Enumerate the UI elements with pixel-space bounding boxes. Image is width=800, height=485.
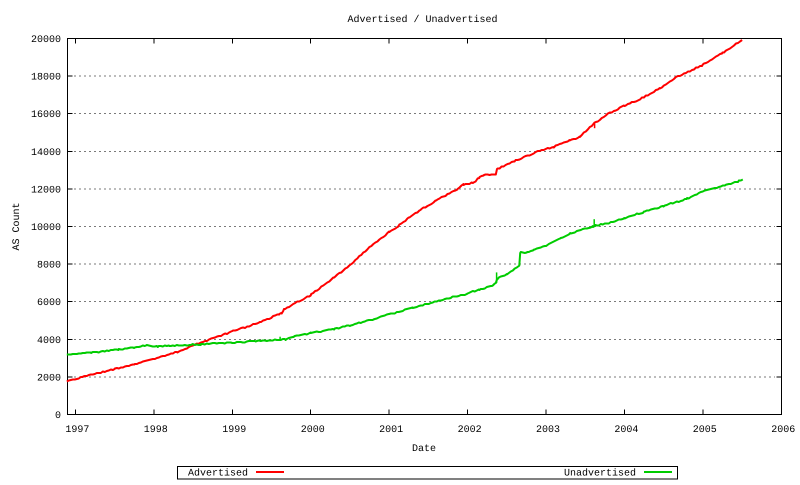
svg-text:1998: 1998 (144, 425, 168, 436)
svg-text:2001: 2001 (379, 425, 403, 436)
svg-text:4000: 4000 (37, 336, 61, 347)
svg-text:10000: 10000 (31, 223, 61, 234)
svg-text:16000: 16000 (31, 110, 61, 121)
svg-text:1999: 1999 (222, 425, 246, 436)
svg-text:2000: 2000 (301, 425, 325, 436)
svg-text:2000: 2000 (37, 373, 61, 384)
svg-text:2004: 2004 (614, 425, 638, 436)
svg-text:Advertised: Advertised (188, 468, 248, 480)
svg-text:18000: 18000 (31, 73, 61, 84)
svg-text:0: 0 (55, 411, 61, 422)
svg-text:20000: 20000 (31, 35, 61, 46)
svg-text:1997: 1997 (65, 425, 89, 436)
svg-text:12000: 12000 (31, 185, 61, 196)
svg-text:2002: 2002 (458, 425, 482, 436)
svg-text:2005: 2005 (693, 425, 717, 436)
svg-text:8000: 8000 (37, 261, 61, 272)
svg-text:2006: 2006 (771, 425, 795, 436)
svg-text:Date: Date (412, 444, 436, 455)
svg-text:2003: 2003 (536, 425, 560, 436)
svg-text:Advertised / Unadvertised: Advertised / Unadvertised (347, 14, 497, 26)
svg-text:6000: 6000 (37, 298, 61, 309)
svg-text:Unadvertised: Unadvertised (564, 468, 636, 480)
svg-text:14000: 14000 (31, 148, 61, 159)
svg-text:AS Count: AS Count (12, 202, 23, 250)
